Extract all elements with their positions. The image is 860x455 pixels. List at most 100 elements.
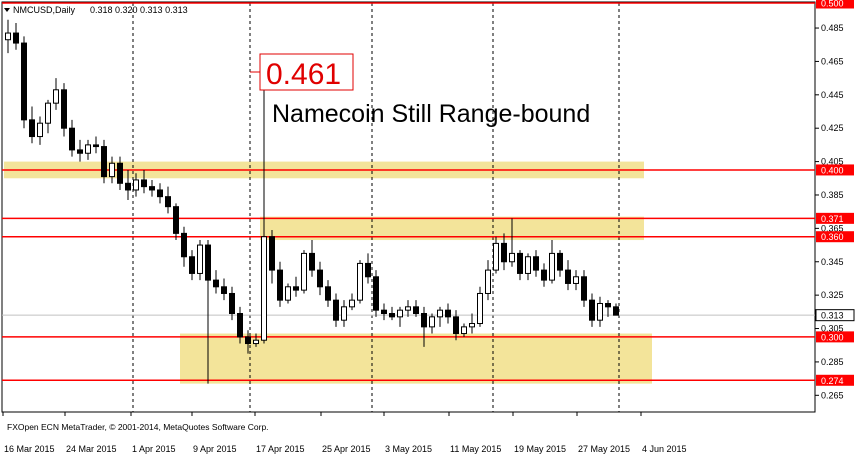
candle-body bbox=[301, 252, 307, 291]
level-price-tag bbox=[816, 331, 854, 343]
candle-body bbox=[29, 119, 35, 138]
candle-body bbox=[581, 276, 587, 301]
candle-body bbox=[477, 292, 483, 325]
candle bbox=[61, 83, 67, 137]
candle-body bbox=[437, 309, 443, 318]
candle-body bbox=[373, 276, 379, 311]
y-tick-label: 0.345 bbox=[821, 257, 844, 267]
candle bbox=[221, 278, 227, 301]
candle bbox=[277, 261, 283, 307]
candle-body bbox=[133, 179, 139, 191]
y-tick-label: 0.405 bbox=[821, 157, 844, 167]
candle bbox=[469, 313, 475, 334]
candle bbox=[349, 293, 355, 311]
candle bbox=[117, 156, 123, 190]
candle-body bbox=[421, 313, 427, 328]
spike-annotation-box bbox=[259, 53, 354, 91]
y-tick-label: 0.485 bbox=[821, 23, 844, 33]
candle bbox=[37, 116, 43, 145]
candle bbox=[533, 250, 539, 277]
plot-area-border bbox=[1, 1, 816, 413]
footer-copyright: FXOpen ECN MetaTrader, © 2001-2014, Meta… bbox=[7, 422, 269, 432]
candle bbox=[237, 306, 243, 344]
candle-body bbox=[109, 162, 115, 178]
candle-body bbox=[517, 252, 523, 274]
candle bbox=[581, 270, 587, 307]
candle-body bbox=[157, 189, 163, 198]
candle-body bbox=[573, 276, 579, 284]
x-tick-label: 9 Apr 2015 bbox=[193, 444, 237, 454]
level-price-tag bbox=[816, 212, 854, 224]
candle-body bbox=[37, 122, 43, 138]
level-price-tag bbox=[816, 0, 854, 9]
candle-body bbox=[317, 269, 323, 288]
candle bbox=[565, 260, 571, 291]
candle bbox=[613, 303, 619, 316]
candle bbox=[45, 99, 51, 134]
candle-body bbox=[189, 256, 195, 274]
candle-body bbox=[293, 286, 299, 291]
candle-body bbox=[605, 302, 611, 308]
candle bbox=[389, 306, 395, 321]
x-tick-label: 19 May 2015 bbox=[514, 444, 566, 454]
candle bbox=[133, 173, 139, 197]
candle-body bbox=[237, 313, 243, 338]
candle-body bbox=[69, 127, 75, 151]
candle bbox=[85, 139, 91, 160]
candle bbox=[149, 179, 155, 197]
x-tick-label: 25 Apr 2015 bbox=[322, 444, 371, 454]
candle bbox=[357, 260, 363, 304]
candle bbox=[301, 250, 307, 294]
candle-body bbox=[13, 32, 19, 44]
candle bbox=[197, 240, 203, 281]
current-price-label: 0.313 bbox=[821, 311, 844, 321]
candle bbox=[253, 333, 259, 347]
candle-body bbox=[285, 286, 291, 301]
candle bbox=[397, 306, 403, 327]
y-tick-label: 0.265 bbox=[821, 390, 844, 400]
level-price-label: 0.300 bbox=[821, 332, 844, 342]
level-price-label: 0.400 bbox=[821, 165, 844, 175]
candle-body bbox=[349, 299, 355, 308]
candle-body bbox=[501, 242, 507, 263]
candlesticks bbox=[5, 19, 619, 384]
candle-body bbox=[93, 144, 99, 148]
candle-body bbox=[397, 309, 403, 318]
candle bbox=[589, 293, 595, 327]
candle bbox=[493, 236, 499, 274]
candle-body bbox=[213, 279, 219, 288]
candle-body bbox=[5, 32, 11, 41]
candle-body bbox=[389, 313, 395, 318]
y-tick-label: 0.445 bbox=[821, 90, 844, 100]
candle-body bbox=[205, 244, 211, 281]
candle-body bbox=[357, 262, 363, 301]
candle-body bbox=[613, 306, 619, 316]
candle bbox=[573, 270, 579, 291]
candle bbox=[381, 303, 387, 321]
candle bbox=[333, 293, 339, 327]
candle bbox=[21, 36, 27, 129]
candle-body bbox=[125, 182, 131, 191]
candle-body bbox=[493, 242, 499, 271]
level-price-tag bbox=[816, 374, 854, 386]
candle bbox=[541, 263, 547, 287]
y-tick-label: 0.385 bbox=[821, 190, 844, 200]
candle bbox=[189, 250, 195, 281]
candle-body bbox=[589, 299, 595, 321]
x-tick-label: 16 Mar 2015 bbox=[4, 444, 55, 454]
candle-body bbox=[197, 244, 203, 274]
candle-body bbox=[53, 89, 59, 104]
candle-body bbox=[525, 256, 531, 274]
candle-body bbox=[85, 144, 91, 154]
triangle-down-icon[interactable] bbox=[4, 8, 10, 12]
candle bbox=[229, 286, 235, 321]
price-zones bbox=[4, 161, 652, 384]
candle-body bbox=[429, 316, 435, 328]
time-axis: 16 Mar 2015 24 Mar 2015 1 Apr 2015 9 Apr 20… bbox=[2, 412, 687, 454]
candle bbox=[69, 119, 75, 157]
candle-body bbox=[413, 306, 419, 315]
candle bbox=[269, 230, 275, 284]
x-tick-label: 4 Jun 2015 bbox=[642, 444, 687, 454]
x-tick-label: 1 Apr 2015 bbox=[132, 444, 176, 454]
